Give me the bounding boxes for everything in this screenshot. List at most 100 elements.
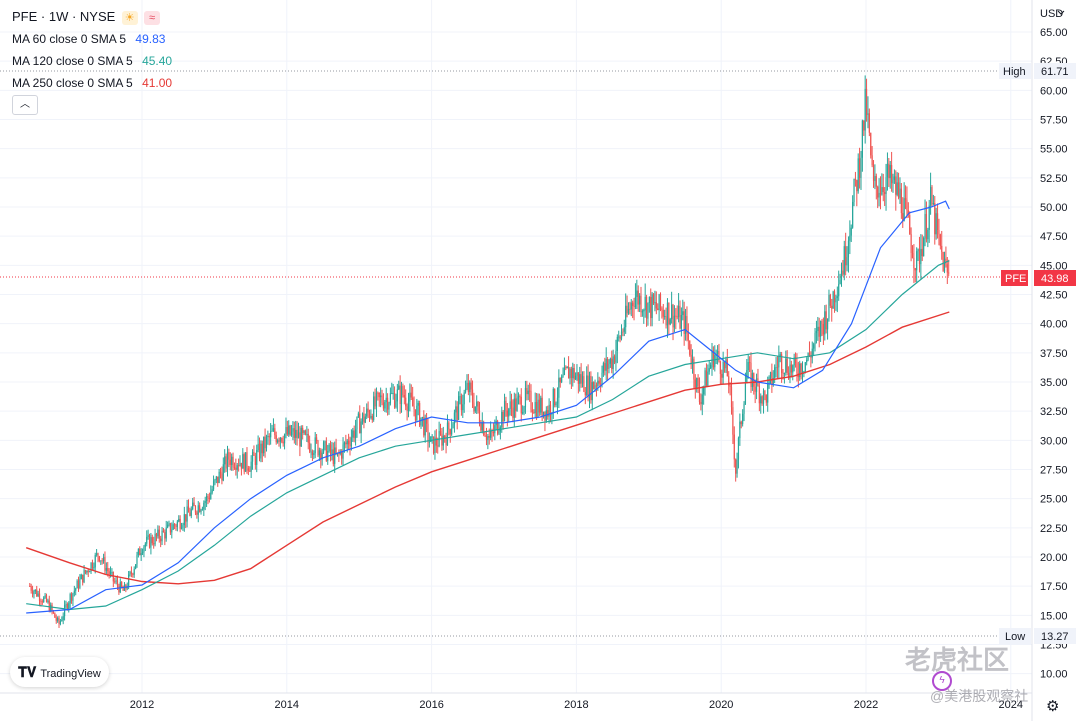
- candle-body: [515, 398, 517, 411]
- candle: [704, 367, 706, 396]
- candle-body: [703, 386, 705, 395]
- candle: [41, 599, 43, 605]
- candle: [522, 405, 524, 415]
- candle-body: [799, 363, 801, 378]
- candle-body: [765, 395, 767, 403]
- candle-body: [210, 492, 212, 499]
- delay-indicator-icon[interactable]: ≈: [143, 10, 160, 25]
- candle-body: [458, 396, 460, 420]
- candle-body: [378, 392, 380, 398]
- ma250-legend[interactable]: MA 250 close 0 SMA 5 41.00: [12, 72, 172, 94]
- candle: [644, 283, 646, 318]
- candle: [322, 440, 325, 455]
- candle: [715, 349, 717, 365]
- candle: [737, 436, 740, 469]
- candle-body: [904, 198, 907, 200]
- candle: [304, 429, 307, 436]
- candle-body: [555, 403, 557, 406]
- tradingview-logo[interactable]: 𝐓𝐕 TradingView: [10, 657, 109, 687]
- candle: [618, 330, 620, 342]
- candle-body: [360, 421, 362, 434]
- candle-body: [708, 368, 710, 372]
- candle-body: [290, 431, 293, 435]
- candle-body: [549, 404, 552, 415]
- candle-body: [389, 393, 391, 404]
- candle-body: [288, 425, 290, 435]
- candle: [647, 302, 649, 326]
- candle: [399, 375, 401, 414]
- candle: [849, 220, 851, 255]
- candle: [683, 301, 685, 346]
- candle-body: [587, 375, 589, 398]
- candle-body: [852, 201, 854, 228]
- candle: [938, 218, 940, 246]
- ma60-line: [26, 200, 950, 614]
- candle: [69, 592, 71, 609]
- candle-body: [413, 406, 415, 410]
- candle-body: [590, 376, 592, 401]
- candle: [657, 303, 659, 311]
- ma120-legend[interactable]: MA 120 close 0 SMA 5 45.40: [12, 50, 172, 72]
- candle-body: [544, 411, 546, 421]
- candle-body: [601, 372, 603, 385]
- candle-body: [645, 296, 648, 319]
- candle-body: [909, 215, 911, 235]
- candle: [588, 371, 591, 409]
- candle: [605, 347, 607, 381]
- candle-body: [144, 543, 146, 547]
- candle-body: [948, 272, 950, 274]
- last-label-box: [1001, 270, 1028, 286]
- candle: [232, 452, 234, 471]
- candle: [389, 387, 391, 406]
- candle-body: [206, 496, 208, 501]
- candle: [417, 400, 419, 416]
- candle: [527, 384, 529, 401]
- candle: [867, 96, 869, 129]
- candle: [506, 403, 508, 427]
- candle-body: [936, 213, 939, 230]
- collapse-legend-button[interactable]: ︿: [12, 95, 38, 115]
- candle: [871, 146, 873, 168]
- candle: [29, 582, 31, 587]
- candle: [928, 199, 930, 243]
- candle-body: [931, 187, 933, 205]
- candle-body: [666, 302, 669, 326]
- candle-body: [541, 397, 543, 417]
- candle: [402, 383, 404, 398]
- symbol-title[interactable]: PFE · 1W · NYSE: [12, 9, 116, 24]
- candle: [377, 391, 379, 401]
- candle-body: [856, 180, 858, 192]
- candle: [800, 362, 802, 380]
- candle-body: [58, 617, 60, 625]
- candle-body: [456, 406, 458, 420]
- candle-body: [877, 186, 879, 198]
- symbol-row[interactable]: PFE · 1W · NYSE ☀ ≈: [12, 6, 172, 28]
- candle-body: [662, 309, 664, 317]
- candle: [751, 369, 753, 391]
- candle: [290, 424, 293, 437]
- candle-body: [542, 411, 545, 417]
- candle: [515, 393, 517, 418]
- candle: [112, 571, 114, 588]
- ma250-legend-label: MA 250 close 0 SMA 5: [12, 76, 133, 90]
- candle-body: [41, 601, 43, 603]
- candle: [471, 380, 474, 408]
- candle-body: [728, 376, 730, 386]
- ma60-legend[interactable]: MA 60 close 0 SMA 5 49.83: [12, 28, 172, 50]
- currency-label[interactable]: USD: [1040, 8, 1063, 20]
- candle-body: [224, 456, 226, 465]
- candle-body: [683, 311, 685, 334]
- candle-body: [538, 399, 540, 413]
- candle: [43, 596, 45, 603]
- candle-body: [306, 433, 308, 435]
- candle: [222, 457, 224, 482]
- candle: [712, 346, 715, 370]
- candle-body: [861, 120, 863, 158]
- ma120-legend-label: MA 120 close 0 SMA 5: [12, 54, 133, 68]
- candle-body: [45, 595, 48, 602]
- currency-chevron-icon[interactable]: [1057, 10, 1065, 15]
- candle: [576, 364, 578, 381]
- candle: [164, 529, 166, 546]
- settings-gear-icon[interactable]: ⚙: [1046, 698, 1060, 715]
